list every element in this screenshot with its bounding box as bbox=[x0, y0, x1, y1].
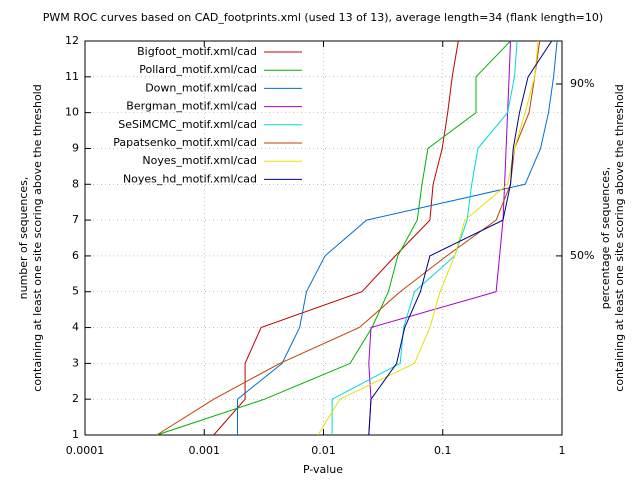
series-line bbox=[331, 40, 518, 435]
series-line bbox=[156, 40, 541, 436]
y-tick-label: 4 bbox=[72, 321, 79, 334]
legend-label: Noyes_motif.xml/cad bbox=[142, 154, 257, 167]
x-tick-label: 0.0001 bbox=[66, 444, 105, 457]
legend-label: Bergman_motif.xml/cad bbox=[126, 100, 257, 113]
chart-title: PWM ROC curves based on CAD_footprints.x… bbox=[43, 11, 603, 24]
y-tick-label: 11 bbox=[65, 70, 79, 83]
legend-label: Bigfoot_motif.xml/cad bbox=[137, 45, 257, 58]
legend-label: Noyes_hd_motif.xml/cad bbox=[123, 172, 257, 185]
x-tick-label: 1 bbox=[559, 444, 566, 457]
series-line bbox=[213, 40, 459, 436]
y-axis-label: number of sequences, containing at least… bbox=[17, 84, 44, 391]
y2-tick-label: 50% bbox=[570, 249, 594, 262]
x-axis-label: P-value bbox=[303, 463, 343, 476]
y-axis-label-line: number of sequences, bbox=[17, 177, 30, 300]
series-line bbox=[368, 40, 553, 436]
y-tick-label: 7 bbox=[72, 213, 79, 226]
y2-tick-label: 90% bbox=[570, 77, 594, 90]
legend-label: Down_motif.xml/cad bbox=[145, 81, 257, 94]
y-tick-label: 3 bbox=[72, 356, 79, 369]
series-line bbox=[368, 40, 511, 436]
y2-axis-label-line: containing at least one site scoring abo… bbox=[613, 84, 626, 391]
y-tick-label: 12 bbox=[65, 34, 79, 47]
y-tick-label: 1 bbox=[72, 428, 79, 441]
legend-label: SeSiMCMC_motif.xml/cad bbox=[118, 118, 257, 131]
y-tick-label: 2 bbox=[72, 392, 79, 405]
y-tick-label: 5 bbox=[72, 285, 79, 298]
y-tick-label: 6 bbox=[72, 249, 79, 262]
legend-label: Papatsenko_motif.xml/cad bbox=[113, 136, 257, 149]
y2-axis-label-line: percentage of sequences, bbox=[599, 167, 612, 309]
x-tick-label: 0.01 bbox=[311, 444, 336, 457]
y-tick-label: 10 bbox=[65, 106, 79, 119]
y2-axis-label: percentage of sequences, containing at l… bbox=[599, 84, 626, 391]
y-tick-label: 8 bbox=[72, 177, 79, 190]
legend-label: Pollard_motif.xml/cad bbox=[139, 63, 257, 76]
plot-frame bbox=[84, 40, 563, 436]
y-tick-label: 9 bbox=[72, 141, 79, 154]
y-axis-label-line: containing at least one site scoring abo… bbox=[31, 84, 44, 391]
series-line bbox=[156, 40, 511, 436]
series-line bbox=[237, 40, 558, 435]
series-line bbox=[317, 40, 539, 436]
x-tick-label: 0.1 bbox=[434, 444, 452, 457]
x-tick-label: 0.001 bbox=[189, 444, 221, 457]
